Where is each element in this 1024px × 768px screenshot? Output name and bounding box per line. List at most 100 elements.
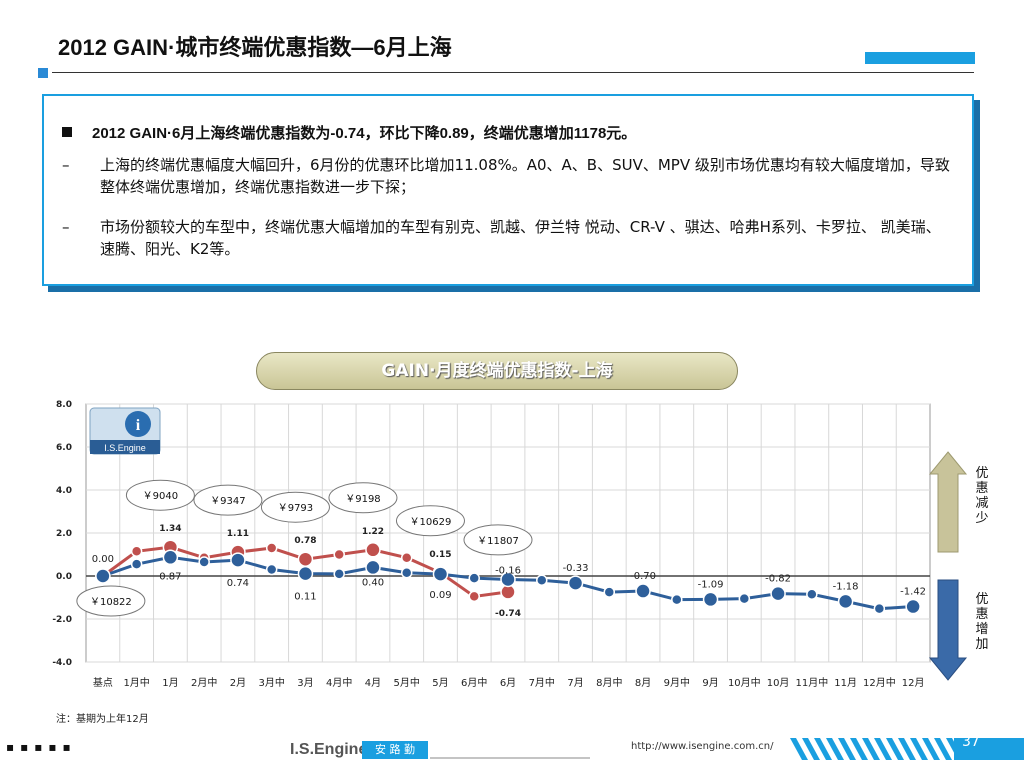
blue-data-point [297, 565, 314, 582]
y-tick-label: 8.0 [56, 400, 72, 410]
red-data-point [265, 542, 278, 554]
chart-note: 注：基期为上年12月 [56, 714, 149, 725]
blue-data-point [702, 591, 719, 608]
data-label: 1.22 [362, 527, 384, 537]
footer-stripe [910, 738, 928, 760]
data-label: 0.87 [159, 571, 181, 582]
x-axis: 基点 1月中 1月 2月中 2月 3月中 3月 4月中 4月 5月中 5月 6月中 6月 7月中 7月 8月中… [93, 676, 925, 689]
data-label: 0.78 [294, 536, 316, 546]
arrow-up-icon [928, 451, 968, 553]
x-tick-label: 2月中 [191, 676, 217, 689]
isengine-logo: i I.S.Engine [89, 407, 161, 455]
logo-text: I.S.Engine [104, 443, 146, 453]
x-tick-label: 5月 [432, 677, 448, 689]
x-tick-label: 3月中 [258, 676, 284, 689]
footer-stripe [922, 738, 940, 760]
blue-data-point [230, 552, 246, 568]
summary-box: 2012 GAIN·6月上海终端优惠指数为-0.74，环比下降0.89，终端优惠… [42, 94, 974, 286]
footer-stripe [862, 738, 880, 760]
logo-band [90, 440, 160, 454]
y-tick-label: 2.0 [56, 529, 72, 539]
blue-data-point [536, 574, 548, 587]
blue-data-point [603, 586, 616, 598]
blue-data-point [873, 602, 886, 615]
summary-point-1: – 上海的终端优惠幅度大幅回升，6月份的优惠环比增加11.08%。A0、A、B、… [62, 154, 952, 198]
dash-bullet: – [62, 218, 70, 236]
info-icon [125, 411, 151, 437]
price-label: ￥9040 [143, 491, 178, 502]
blue-data-point [806, 588, 818, 601]
y-tick-label: 0.0 [56, 572, 72, 582]
blue-data-point [837, 593, 854, 610]
x-tick-label: 6月 [500, 677, 516, 689]
data-label: -0.82 [765, 574, 791, 585]
title-underline [52, 72, 974, 73]
blue-data-point [333, 568, 345, 580]
x-tick-label: 7月 [567, 677, 583, 689]
data-label: -0.33 [563, 563, 589, 574]
chart-series [95, 539, 921, 615]
blue-data-point [500, 571, 516, 588]
price-bubble [328, 482, 398, 514]
footer-stripe [886, 738, 904, 760]
footer-logo: I.S.Engine [290, 741, 368, 758]
x-tick-label: 2月 [230, 677, 246, 689]
y-tick-label: -4.0 [52, 658, 72, 668]
arrow-down-icon [928, 579, 968, 681]
footer-cn-badge: 安 路 勤 [362, 741, 428, 759]
price-label: ￥9198 [345, 494, 380, 505]
summary-headline-text: 2012 GAIN·6月上海终端优惠指数为-0.74，环比下降0.89，终端优惠… [92, 125, 637, 142]
red-data-point [130, 545, 143, 558]
x-tick-label: 10月中 [728, 676, 761, 689]
blue-data-point [567, 575, 584, 591]
footer-stripe [934, 738, 952, 760]
side-arrows [928, 451, 968, 681]
title-accent-bar [865, 52, 975, 64]
data-label: -1.18 [833, 581, 859, 592]
data-label: 0.09 [429, 590, 451, 601]
blue-data-point [468, 572, 480, 584]
x-tick-label: 8月 [635, 677, 651, 689]
price-bubble [395, 505, 465, 537]
x-tick-label: 10月 [767, 677, 790, 689]
y-axis: 8.0 6.0 4.0 2.0 0.0 -2.0 -4.0 [52, 400, 72, 668]
data-label: 0.15 [429, 550, 451, 560]
red-data-point [400, 551, 413, 564]
x-tick-label: 9月 [702, 677, 718, 689]
blue-data-point [95, 568, 111, 584]
price-bubble [125, 479, 195, 511]
arrow-up-label: 优惠减少 [975, 466, 989, 526]
data-label: -0.74 [495, 609, 521, 619]
x-tick-label: 4月中 [326, 676, 352, 689]
blue-data-point [671, 593, 683, 606]
data-label: -0.16 [495, 565, 521, 576]
footer-stripes [430, 738, 1024, 768]
footer-stripe [898, 738, 916, 760]
footer-stripe [814, 738, 832, 760]
data-label: -1.09 [698, 579, 724, 590]
footer-dots: ▪▪▪▪▪ [6, 740, 77, 754]
footer-stripe [826, 738, 844, 760]
red-data-point [468, 590, 480, 603]
data-label: 0.74 [227, 578, 249, 589]
price-label: ￥10629 [410, 517, 452, 528]
page-title: 2012 GAIN·城市终端优惠指数—6月上海 [58, 35, 452, 60]
blue-data-point [738, 592, 751, 605]
summary-point-2-text: 市场份额较大的车型中，终端优惠大幅增加的车型有别克、凯越、伊兰特 悦动、CR-V… [100, 218, 941, 258]
x-tick-label: 6月中 [461, 676, 487, 689]
red-data-point [333, 548, 345, 561]
blue-data-point [905, 598, 921, 615]
y-tick-label: 4.0 [56, 486, 72, 496]
summary-headline: 2012 GAIN·6月上海终端优惠指数为-0.74，环比下降0.89，终端优惠… [62, 122, 636, 143]
x-tick-label: 12月中 [863, 676, 896, 689]
footer-stripe [838, 738, 856, 760]
x-tick-label: 3月 [297, 677, 313, 689]
blue-data-point [432, 566, 449, 582]
y-tick-label: -2.0 [52, 615, 72, 625]
info-icon-glyph: i [136, 417, 141, 434]
data-label: -1.42 [900, 587, 926, 598]
red-data-point [297, 551, 314, 567]
blue-data-point [162, 549, 179, 566]
title-square-decoration [38, 68, 48, 78]
